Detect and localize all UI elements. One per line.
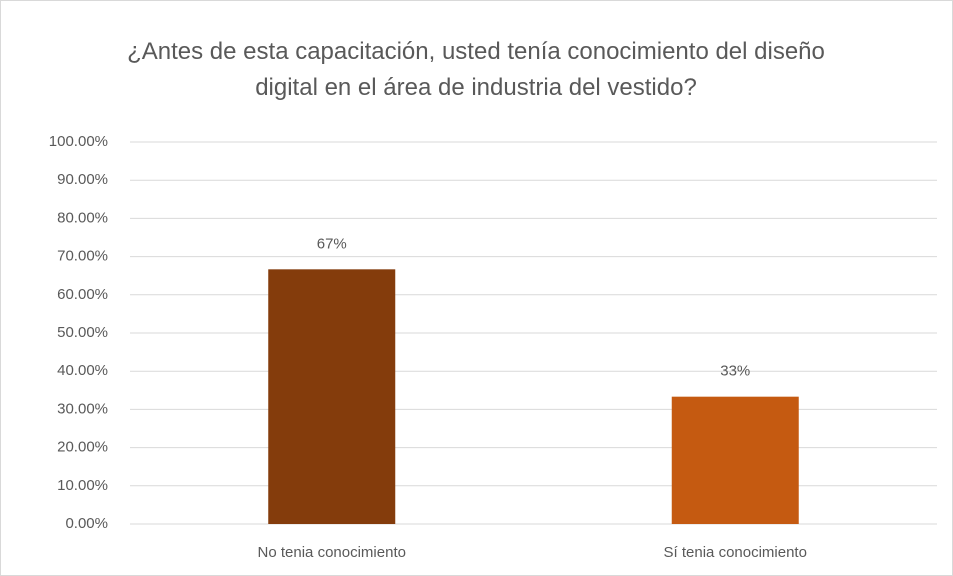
y-tick-label: 100.00% [49, 133, 108, 150]
bar [671, 396, 799, 524]
data-label: 33% [720, 363, 750, 380]
y-tick-label: 0.00% [65, 515, 108, 532]
y-tick-label: 10.00% [57, 477, 108, 494]
y-tick-label: 90.00% [57, 171, 108, 188]
y-tick-label: 70.00% [57, 248, 108, 265]
data-label: 67% [317, 235, 347, 252]
y-tick-label: 50.00% [57, 324, 108, 341]
y-tick-label: 20.00% [57, 439, 108, 456]
y-tick-label: 80.00% [57, 209, 108, 226]
y-tick-label: 60.00% [57, 286, 108, 303]
x-tick-label: No tenia conocimiento [258, 544, 406, 561]
chart-title: ¿Antes de esta capacitación, usted tenía… [127, 38, 825, 101]
x-tick-label: Sí tenia conocimiento [664, 544, 807, 561]
y-tick-label: 30.00% [57, 400, 108, 417]
bar [268, 269, 396, 524]
y-tick-label: 40.00% [57, 362, 108, 379]
